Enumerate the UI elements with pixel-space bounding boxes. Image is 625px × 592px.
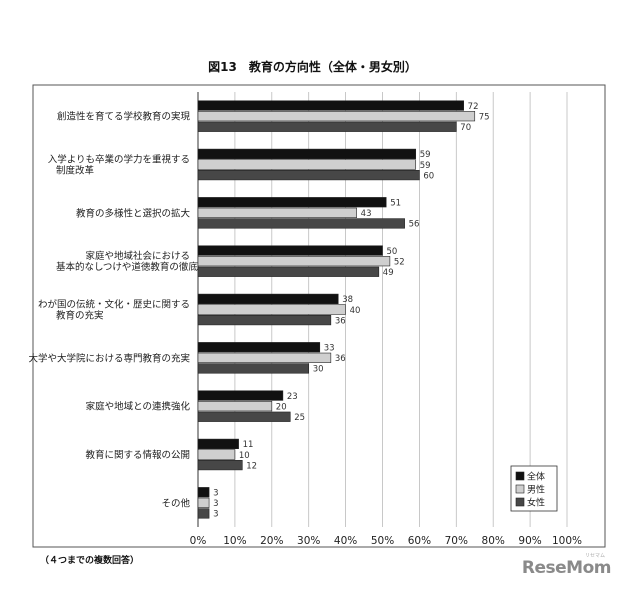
bar: [197, 170, 420, 181]
category-label: その他: [161, 497, 190, 509]
bar: [197, 266, 380, 277]
legend-label: 男性: [527, 484, 545, 496]
data-label: 20: [276, 402, 287, 412]
bar: [197, 401, 273, 412]
data-label: 3: [213, 489, 218, 499]
bar: [197, 218, 405, 229]
data-label: 75: [479, 112, 490, 122]
chart-title: 図13 教育の方向性（全体・男女別）: [208, 60, 417, 74]
data-label: 51: [390, 199, 401, 209]
x-tick-labels: 0% 10% 20% 30% 40% 50% 60% 70% 80% 90% 100%: [190, 535, 582, 547]
data-label: 33: [324, 344, 335, 354]
legend-swatch: [515, 471, 525, 481]
data-label: 50: [387, 247, 398, 257]
category-label: 入学よりも卒業の学力を重視する: [48, 154, 190, 166]
chart-frame: [32, 84, 606, 548]
data-label: 3: [213, 510, 218, 520]
data-label: 59: [420, 150, 431, 160]
bar: [197, 159, 417, 170]
data-label: 30: [313, 365, 324, 375]
legend-label: 全体: [527, 471, 545, 483]
data-label: 43: [361, 209, 372, 219]
bars: 7275705959605143565052493840363336302320…: [197, 100, 490, 520]
category-labels: 創造性を育てる学校教育の実現入学よりも卒業の学力を重視する制度改革教育の多様性と…: [28, 111, 198, 510]
bar: [197, 314, 332, 326]
footnote: （４つまでの複数回答）: [40, 556, 140, 566]
bar: [197, 111, 476, 122]
data-label: 49: [383, 268, 394, 278]
x-tick-label: 10%: [223, 535, 246, 547]
resemom-logo: ReseMom: [521, 558, 612, 578]
category-label: わが国の伝統・文化・歴史に関する: [38, 299, 190, 311]
logo-subtext: リセマム: [584, 553, 605, 559]
bar: [197, 121, 457, 132]
bar: [197, 304, 346, 315]
data-label: 25: [294, 413, 305, 423]
category-label: 制度改革: [56, 165, 95, 177]
x-tick-label: 20%: [260, 535, 283, 547]
data-label: 36: [335, 354, 346, 364]
bar: [197, 100, 464, 111]
legend-swatch: [515, 484, 525, 494]
data-label: 56: [409, 220, 420, 230]
data-label: 36: [335, 316, 346, 326]
data-label: 60: [423, 171, 434, 181]
data-label: 59: [420, 161, 431, 171]
category-label: 家庭や地域社会における: [85, 250, 190, 262]
x-tick-label: 70%: [445, 535, 468, 547]
bar: [197, 148, 417, 160]
data-label: 38: [342, 295, 353, 305]
bar: [197, 256, 391, 267]
bar: [197, 487, 210, 498]
bar: [197, 293, 339, 305]
bar: [197, 390, 284, 401]
data-label: 11: [243, 440, 254, 450]
x-tick-label: 90%: [518, 535, 541, 547]
category-label: 大学や大学院における専門教育の充実: [28, 352, 190, 364]
category-label: 教育の多様性と選択の拡大: [76, 207, 191, 219]
bar: [197, 197, 387, 208]
x-tick-label: 100%: [552, 535, 582, 547]
bar: [197, 207, 357, 218]
data-label: 72: [468, 102, 479, 112]
bar: [197, 438, 239, 450]
data-label: 70: [460, 123, 471, 133]
category-label: 基本的なしつけや道徳教育の徹底: [56, 261, 198, 273]
x-tick-label: 80%: [482, 535, 505, 547]
data-label: 40: [350, 306, 361, 316]
category-label: 教育に関する情報の公開: [85, 449, 190, 461]
category-label: 家庭や地域との連携強化: [86, 401, 191, 413]
legend-swatch: [515, 497, 525, 507]
x-tick-label: 0%: [190, 535, 207, 547]
data-label: 12: [246, 461, 257, 471]
x-tick-label: 60%: [408, 535, 431, 547]
data-label: 3: [213, 499, 218, 509]
data-label: 23: [287, 392, 298, 402]
bar: [197, 245, 383, 256]
bar: [197, 497, 210, 508]
category-label: 教育の充実: [56, 310, 104, 322]
bar: [197, 508, 210, 519]
legend-label: 女性: [527, 497, 545, 509]
bar: [197, 342, 321, 353]
category-label: 創造性を育てる学校教育の実現: [57, 111, 191, 123]
x-tick-label: 30%: [297, 535, 320, 547]
x-tick-label: 50%: [371, 535, 394, 547]
x-tick-label: 40%: [334, 535, 357, 547]
bar: [197, 449, 236, 460]
data-label: 52: [394, 257, 405, 267]
bar: [197, 411, 291, 422]
data-label: 10: [239, 451, 250, 461]
bar: [197, 459, 243, 471]
bar: [197, 363, 309, 374]
bar: [197, 352, 332, 363]
